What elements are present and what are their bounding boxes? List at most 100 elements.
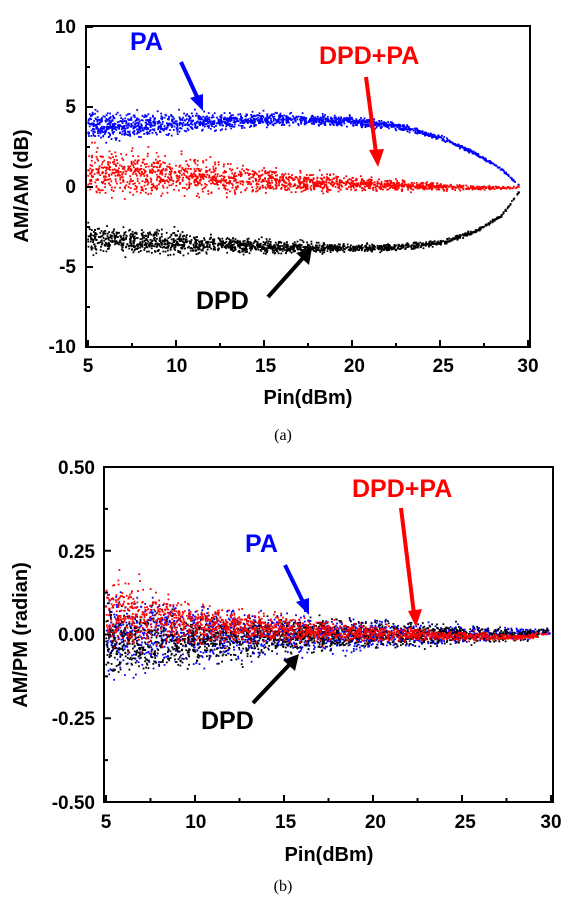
data-point: [436, 137, 439, 140]
data-point: [107, 163, 109, 165]
data-point: [319, 119, 322, 121]
data-point: [200, 241, 203, 243]
data-point: [230, 169, 233, 172]
data-point: [217, 163, 220, 166]
data-point: [373, 183, 376, 186]
data-point: [314, 185, 317, 188]
data-point: [161, 121, 164, 123]
data-point: [231, 177, 234, 180]
data-point: [428, 186, 431, 189]
data-point: [285, 176, 287, 179]
data-point: [271, 249, 274, 252]
data-point: [432, 185, 435, 188]
data-point: [303, 176, 306, 179]
data-point: [392, 182, 395, 184]
data-point: [128, 229, 130, 232]
data-point: [243, 121, 246, 124]
data-point: [118, 231, 120, 234]
data-point: [503, 172, 506, 175]
data-point: [118, 132, 121, 134]
data-point: [187, 167, 190, 170]
data-point: [239, 173, 242, 176]
data-point: [90, 182, 93, 185]
data-point: [348, 178, 351, 181]
data-point: [147, 240, 150, 243]
data-point: [434, 134, 436, 137]
data-point: [342, 249, 344, 252]
data-point: [342, 181, 345, 184]
data-point: [374, 122, 377, 125]
data-point: [188, 181, 191, 184]
data-point: [281, 184, 284, 187]
data-point: [198, 248, 201, 251]
data-point: [176, 234, 178, 237]
data-point: [132, 166, 135, 169]
data-point: [355, 177, 358, 180]
data-point: [170, 234, 173, 237]
data-point: [391, 184, 394, 187]
data-point: [414, 129, 417, 132]
data-point: [95, 168, 98, 170]
data-point: [485, 158, 487, 161]
data-point: [314, 181, 317, 184]
data-point: [114, 169, 117, 172]
data-point: [233, 175, 236, 178]
data-point: [261, 185, 264, 187]
data-point: [94, 108, 97, 111]
data-point: [383, 186, 385, 189]
data-point: [318, 120, 321, 123]
data-point: [275, 243, 278, 246]
data-point: [485, 160, 488, 163]
data-point: [344, 248, 346, 251]
data-point: [117, 174, 120, 177]
data-point: [381, 126, 383, 128]
data-point: [505, 187, 507, 190]
data-point: [138, 172, 141, 175]
data-point: [95, 179, 98, 181]
data-point: [195, 253, 198, 256]
data-point: [108, 150, 111, 153]
data-point: [488, 185, 491, 188]
data-point: [119, 176, 122, 179]
data-point: [488, 223, 490, 226]
data-point: [95, 124, 97, 126]
data-point: [364, 189, 366, 191]
data-point: [144, 170, 147, 173]
data-point: [319, 251, 322, 253]
data-point: [137, 243, 140, 246]
data-point: [366, 247, 368, 250]
data-point: [193, 159, 195, 162]
data-point: [240, 174, 243, 177]
data-point: [211, 121, 214, 123]
data-point: [217, 248, 220, 251]
data-point: [151, 172, 154, 174]
data-point: [207, 190, 210, 192]
data-point: [145, 235, 147, 238]
data-point: [456, 144, 458, 147]
data-point: [425, 244, 427, 247]
data-point: [347, 186, 350, 188]
data-point: [117, 170, 120, 173]
data-point: [246, 119, 249, 122]
data-point: [183, 129, 186, 132]
data-point: [411, 184, 414, 187]
data-point: [309, 120, 312, 123]
data-point: [388, 127, 390, 130]
data-point: [399, 124, 402, 126]
data-point: [209, 241, 212, 244]
data-point: [294, 191, 297, 193]
data-point: [254, 177, 257, 180]
data-point: [147, 193, 150, 195]
data-point: [449, 183, 452, 186]
data-point: [401, 128, 404, 131]
data-point: [235, 175, 238, 177]
data-point: [285, 115, 288, 117]
data-point: [326, 115, 329, 118]
data-point: [147, 236, 149, 239]
data-point: [103, 166, 106, 168]
data-point: [364, 246, 367, 249]
data-point: [94, 161, 96, 164]
data-point: [150, 165, 153, 167]
data-point: [457, 145, 460, 147]
data-point: [488, 222, 490, 225]
